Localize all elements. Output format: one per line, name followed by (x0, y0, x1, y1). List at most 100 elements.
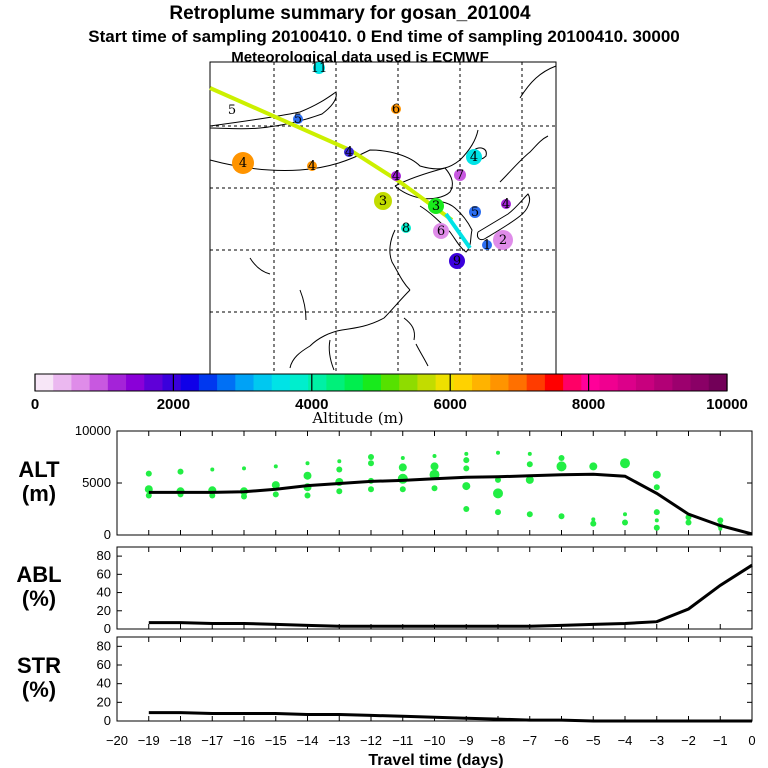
altitude-point (652, 470, 661, 479)
colorbar-cell (617, 374, 637, 391)
cluster-label: 3 (379, 194, 387, 209)
altitude-point (685, 519, 692, 526)
x-tick-label: −19 (138, 733, 160, 748)
cluster-dot (433, 223, 449, 239)
colorbar-cell (472, 374, 491, 391)
x-tick-label: −12 (360, 733, 382, 748)
altitude-point (431, 485, 438, 492)
altitude-point (400, 456, 405, 460)
colorbar-cell (635, 374, 655, 391)
cluster-dot (449, 253, 465, 269)
altitude-point (526, 461, 533, 468)
altitude-point (496, 450, 500, 455)
colorbar-cell (381, 374, 400, 391)
altitude-point (526, 511, 533, 518)
cluster-dot (401, 223, 411, 233)
x-tick-label: −1 (713, 733, 728, 748)
altitude-point (398, 463, 407, 472)
colorbar-cell (162, 374, 182, 391)
colorbar-tick-label: 10000 (706, 396, 748, 413)
altitude-point (145, 470, 152, 477)
altitude-point (493, 488, 503, 499)
colorbar-cell (654, 374, 673, 391)
trajectory-path-mid (209, 86, 454, 222)
x-tick-label: −5 (586, 733, 601, 748)
colorbar-cell (417, 374, 437, 391)
colorbar-cell (235, 374, 255, 391)
colorbar-cell (508, 374, 528, 391)
colorbar-cell (144, 374, 164, 391)
colorbar-cell (526, 374, 546, 391)
x-tick-label: −11 (392, 733, 413, 748)
y-tick-label: 60 (97, 566, 111, 581)
abl-line (148, 563, 753, 628)
altitude-point (304, 492, 311, 499)
figure-title: Retroplume summary for gosan_201004 (169, 3, 531, 24)
colorbar-cell (253, 374, 273, 391)
cluster-dot (391, 104, 401, 114)
panel-frame (116, 546, 753, 630)
altitude-point (653, 524, 660, 531)
colorbar-cell (672, 374, 692, 391)
x-tick-label: −7 (522, 733, 537, 748)
cluster-dot (501, 199, 511, 209)
cluster-label: 7 (456, 168, 464, 183)
colorbar-cell (490, 374, 510, 391)
altitude-point (242, 466, 246, 471)
altitude-colorbar: 0 2000 4000 6000 8000 10000 Altitude (m) (31, 373, 748, 427)
cluster-dot (374, 192, 392, 210)
colorbar-tick-label: 0 (31, 396, 39, 413)
altitude-point (590, 520, 597, 527)
altitude-point (273, 464, 278, 469)
y-tick-label: 0 (104, 713, 111, 728)
colorbar-cell (308, 374, 327, 391)
colorbar-cell (217, 374, 236, 391)
altitude-point (463, 506, 470, 512)
trajectory-path-recent (444, 212, 472, 250)
altitude-point (272, 491, 279, 498)
altitude-point (336, 466, 343, 473)
y-tick-label: 40 (97, 585, 111, 600)
altitude-point (718, 526, 723, 531)
cluster-label: 3 (432, 199, 440, 214)
altitude-point (525, 475, 534, 484)
altitude-point (558, 455, 565, 461)
x-tick-label: −3 (649, 733, 664, 748)
altitude-point (368, 486, 374, 493)
x-tick-label: −4 (618, 733, 633, 748)
sampling-time-line: Start time of sampling 20100410. 0 End t… (88, 27, 680, 46)
x-tick-label: −14 (296, 733, 318, 748)
altitude-point (305, 461, 310, 466)
altitude-point (653, 484, 660, 491)
colorbar-cell (89, 374, 109, 391)
colorbar-label: Altitude (m) (311, 409, 403, 427)
mean-altitude-line (148, 472, 753, 536)
cluster-dot (391, 171, 401, 181)
altitude-point (432, 454, 437, 458)
x-axis-label: Travel time (days) (368, 752, 503, 768)
y-tick-label: 80 (97, 638, 111, 653)
cluster-label: 6 (437, 224, 445, 239)
cluster-label: 4 (239, 156, 247, 171)
altitude-point (209, 492, 216, 499)
altitude-point (271, 481, 280, 490)
panel-frame (116, 636, 753, 722)
panel-ylabel: STR (17, 653, 61, 678)
panel-ylabel: ABL (16, 562, 61, 587)
altitude-point (495, 509, 501, 516)
x-tick-label: −15 (265, 733, 287, 748)
altitude-point (623, 512, 627, 517)
cluster-label: 5 (471, 205, 479, 220)
panel-ylabel-unit: (%) (22, 677, 56, 702)
altitude-point (241, 493, 247, 500)
cluster-label: 5 (294, 112, 302, 127)
altitude-point (620, 458, 630, 469)
cluster-dot (493, 230, 513, 250)
colorbar-cell (599, 374, 619, 391)
x-tick-label: −17 (201, 733, 223, 748)
altitude-point (463, 465, 470, 472)
